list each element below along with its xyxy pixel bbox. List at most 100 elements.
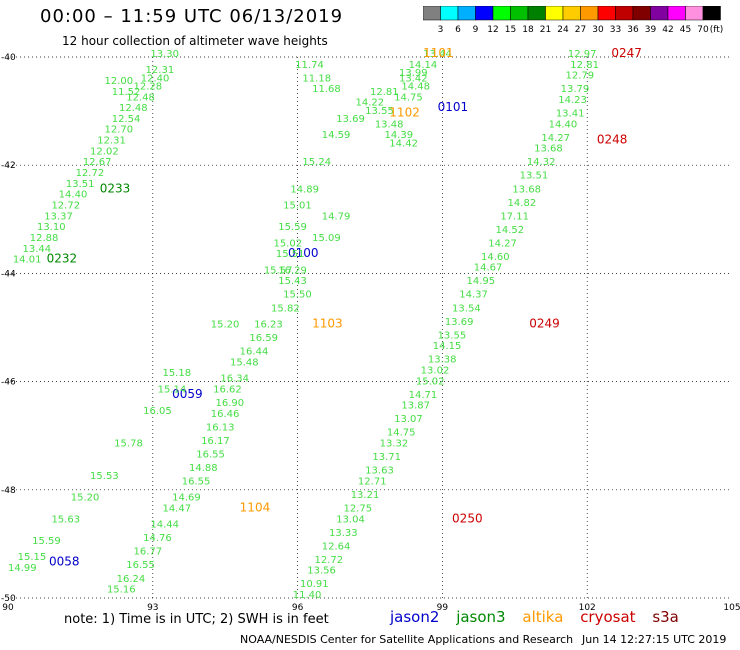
track-time-label: 1102	[389, 106, 420, 120]
swh-value: 13.87	[401, 401, 430, 412]
swh-value: 14.75	[387, 428, 416, 439]
colorbar-label: 21	[540, 25, 551, 35]
colorbar-label: 9	[473, 25, 479, 35]
swh-value: 16.55	[182, 476, 211, 487]
swh-value: 10.91	[300, 579, 329, 590]
track-time-label: 0059	[172, 387, 203, 401]
lon-tick-label: 102	[579, 603, 596, 613]
swh-value: 15.14	[158, 384, 187, 395]
swh-value: 12.40	[141, 73, 170, 84]
swh-value: 12.31	[97, 136, 126, 147]
swh-value: 12.81	[370, 87, 399, 98]
swh-value: 12.81	[570, 60, 599, 71]
swh-value: 12.75	[343, 503, 372, 514]
swh-value: 14.79	[322, 211, 351, 222]
map-subtitle: 12 hour collection of altimeter wave hei…	[62, 34, 328, 48]
swh-value: 13.33	[329, 528, 358, 539]
swh-value: 12.31	[146, 65, 175, 76]
swh-value: 12.54	[112, 114, 141, 125]
swh-value: 11.40	[293, 590, 322, 601]
swh-value: 15.02	[273, 238, 302, 249]
colorbar-label: 42	[662, 25, 673, 35]
swh-value: 13.68	[534, 144, 563, 155]
swh-value: 13.69	[445, 317, 474, 328]
colorbar-label: 39	[645, 25, 657, 35]
swh-value: 13.51	[66, 179, 95, 190]
swh-value: 12.48	[119, 103, 148, 114]
swh-value: 16.13	[206, 422, 235, 433]
swh-value: 14.88	[189, 463, 218, 474]
swh-value: 15.20	[71, 493, 100, 504]
mission-label-altika: altika	[522, 608, 564, 626]
swh-value: 14.89	[290, 184, 319, 195]
swh-value: 15.78	[114, 439, 143, 450]
swh-value: 14.75	[394, 92, 423, 103]
track-time-label: 0232	[47, 252, 78, 266]
swh-value: 14.71	[409, 390, 438, 401]
swh-value: 16.34	[220, 374, 249, 385]
swh-value: 15.50	[283, 290, 312, 301]
colorbar-label: 27	[575, 25, 586, 35]
swh-value: 12.88	[30, 233, 59, 244]
swh-value: 14.32	[527, 157, 556, 168]
swh-value: 15.51	[276, 249, 305, 260]
swh-value: 13.56	[307, 566, 336, 577]
swh-value: 15.02	[416, 376, 445, 387]
track-time-label: 1101	[423, 46, 454, 60]
colorbar-label: 15	[505, 25, 516, 35]
swh-value: 15.16	[107, 585, 136, 596]
swh-value: 14.47	[162, 503, 191, 514]
swh-value: 12.72	[51, 200, 80, 211]
swh-value: 16.44	[240, 347, 269, 358]
swh-value: 15.82	[271, 303, 300, 314]
generated-timestamp: Jun 14 12:27:15 UTC 2019	[582, 633, 727, 646]
colorbar-unit: (ft)	[710, 25, 724, 35]
swh-value: 14.39	[384, 130, 413, 141]
swh-value: 11.68	[312, 84, 341, 95]
swh-value: 13.37	[44, 211, 73, 222]
swh-value: 14.95	[467, 276, 496, 287]
swh-value: 15.59	[278, 222, 307, 233]
swh-value: 14.67	[474, 263, 503, 274]
credit-text: NOAA/NESDIS Center for Satellite Applica…	[240, 633, 574, 646]
swh-value: 12.72	[314, 555, 343, 566]
track-time-label: 0101	[438, 100, 469, 114]
swh-value: 16.90	[216, 398, 245, 409]
swh-value: 14.01	[13, 255, 42, 266]
colorbar-label: 33	[610, 25, 621, 35]
swh-value: 14.59	[322, 130, 351, 141]
track-time-label: 0250	[452, 511, 483, 525]
lon-tick-label: 99	[437, 603, 449, 613]
colorbar-label: 6	[455, 25, 461, 35]
swh-value: 14.48	[401, 81, 430, 92]
swh-value: 16.77	[133, 547, 162, 558]
swh-value: 16.46	[211, 409, 240, 420]
swh-value: 15.15	[18, 552, 47, 563]
swh-value: 14.37	[459, 290, 488, 301]
swh-value: 12.28	[133, 81, 162, 92]
swh-value: 13.99	[399, 68, 428, 79]
swh-value: 12.97	[568, 49, 597, 60]
mission-label-cryosat: cryosat	[580, 608, 636, 626]
mission-label-jason2: jason2	[390, 608, 440, 626]
swh-value: 13.30	[150, 49, 179, 60]
color-scale-legend: 3 6 9 12 15 18 21 24 27 30 33 36 39 42 45 70 (ft)	[423, 6, 724, 35]
swh-value: 13.69	[336, 114, 365, 125]
swh-value: 13.21	[351, 490, 380, 501]
colorbar-label: 45	[680, 25, 691, 35]
swh-value: 11.74	[295, 60, 324, 71]
track-time-label: 0248	[597, 133, 628, 147]
lon-tick-label: 105	[723, 603, 740, 613]
swh-value: 13.41	[556, 109, 585, 120]
swh-value: 14.42	[389, 138, 418, 149]
swh-value: 12.48	[126, 92, 155, 103]
footer-note: note: 1) Time is in UTC; 2) SWH is in fe…	[64, 612, 329, 627]
map-title: 00:00 – 11:59 UTC 06/13/2019	[40, 6, 344, 27]
swh-value: 13.63	[365, 466, 394, 477]
lat-tick-label: -50	[1, 594, 16, 604]
swh-value: 16.55	[196, 449, 225, 460]
swh-value: 12.72	[76, 168, 105, 179]
swh-value: 16.17	[201, 436, 230, 447]
swh-value: 13.02	[421, 365, 450, 376]
